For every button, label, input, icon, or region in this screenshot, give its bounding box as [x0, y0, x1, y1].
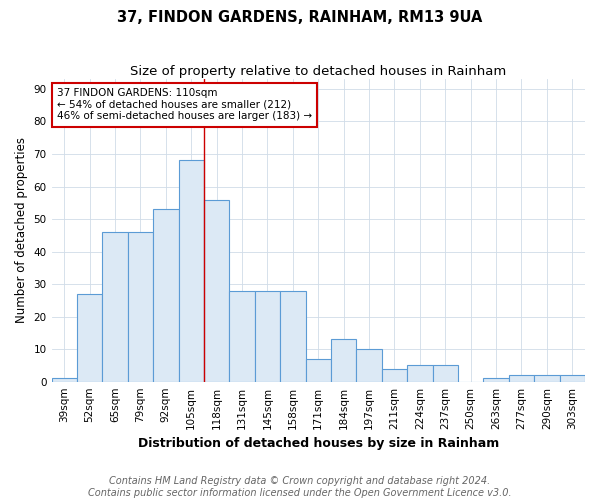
Bar [52, 378, 77, 382]
Bar [179, 160, 204, 382]
Bar [128, 232, 153, 382]
Bar [382, 368, 407, 382]
Bar [509, 375, 534, 382]
Bar [407, 366, 433, 382]
Y-axis label: Number of detached properties: Number of detached properties [15, 138, 28, 324]
Bar [255, 290, 280, 382]
Bar [433, 366, 458, 382]
Text: 37, FINDON GARDENS, RAINHAM, RM13 9UA: 37, FINDON GARDENS, RAINHAM, RM13 9UA [118, 10, 482, 25]
Bar [280, 290, 305, 382]
Bar [331, 340, 356, 382]
Text: Contains HM Land Registry data © Crown copyright and database right 2024.
Contai: Contains HM Land Registry data © Crown c… [88, 476, 512, 498]
Bar [305, 359, 331, 382]
Bar [484, 378, 509, 382]
Bar [204, 200, 229, 382]
X-axis label: Distribution of detached houses by size in Rainham: Distribution of detached houses by size … [137, 437, 499, 450]
Bar [229, 290, 255, 382]
Bar [103, 232, 128, 382]
Bar [77, 294, 103, 382]
Bar [153, 210, 179, 382]
Text: 37 FINDON GARDENS: 110sqm
← 54% of detached houses are smaller (212)
46% of semi: 37 FINDON GARDENS: 110sqm ← 54% of detac… [57, 88, 312, 122]
Bar [534, 375, 560, 382]
Bar [356, 349, 382, 382]
Bar [560, 375, 585, 382]
Title: Size of property relative to detached houses in Rainham: Size of property relative to detached ho… [130, 65, 506, 78]
